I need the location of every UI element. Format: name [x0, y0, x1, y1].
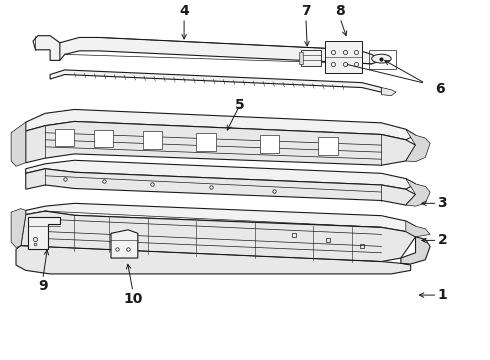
Polygon shape	[401, 237, 430, 264]
Polygon shape	[50, 37, 381, 64]
Polygon shape	[111, 230, 138, 258]
Text: 10: 10	[123, 292, 143, 306]
Text: 8: 8	[335, 4, 345, 18]
Polygon shape	[16, 246, 411, 274]
Polygon shape	[298, 51, 303, 64]
Polygon shape	[26, 169, 416, 205]
Polygon shape	[260, 135, 279, 153]
Polygon shape	[381, 87, 396, 96]
Text: 6: 6	[435, 82, 444, 96]
Polygon shape	[26, 121, 416, 165]
Polygon shape	[50, 70, 381, 92]
Polygon shape	[21, 211, 416, 262]
Text: 4: 4	[179, 4, 189, 18]
Polygon shape	[325, 41, 362, 73]
Text: 2: 2	[438, 233, 447, 247]
Polygon shape	[94, 130, 114, 147]
Polygon shape	[33, 36, 60, 60]
Polygon shape	[11, 208, 26, 247]
Polygon shape	[406, 179, 430, 206]
Ellipse shape	[372, 54, 391, 63]
Polygon shape	[26, 160, 416, 189]
Polygon shape	[196, 133, 216, 151]
Polygon shape	[28, 217, 60, 249]
Polygon shape	[406, 129, 430, 162]
Text: 5: 5	[235, 98, 245, 112]
Text: 1: 1	[438, 288, 447, 302]
Polygon shape	[406, 221, 430, 237]
Polygon shape	[55, 129, 74, 146]
Text: 3: 3	[438, 196, 447, 210]
Polygon shape	[11, 122, 26, 166]
Text: 9: 9	[38, 279, 48, 293]
Polygon shape	[143, 131, 162, 149]
Polygon shape	[26, 203, 416, 231]
Text: 7: 7	[301, 4, 311, 18]
Polygon shape	[301, 50, 320, 66]
Polygon shape	[318, 137, 338, 155]
Polygon shape	[26, 109, 416, 140]
